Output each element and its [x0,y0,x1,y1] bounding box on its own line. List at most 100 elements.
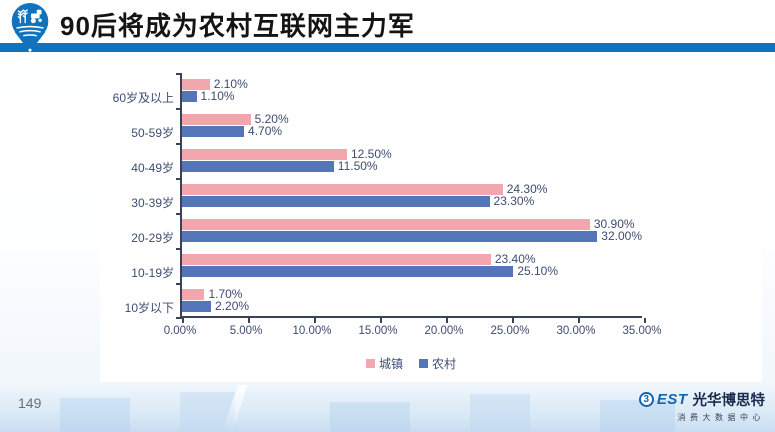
bar-line: 32.00% [182,229,642,243]
x-axis-labels: 0.00% 5.00% 10.00% 15.00% 20.00% 25.00% 30.00%… [164,325,662,341]
bar-line: 5.20% [182,112,642,126]
y-axis-tick [176,283,182,285]
value-label: 2.10% [213,77,248,91]
legend-swatch [365,359,375,368]
value-label: 2.20% [215,299,250,313]
x-axis-tick [380,318,382,323]
brand-name: 光华博思特 [692,393,766,409]
x-tick-label: 10.00% [292,325,332,337]
x-axis-tick [644,318,646,323]
agriculture-pin-icon [11,2,49,53]
bar-chart: 60岁及以上 2.10% 1.10% 50-59岁 5.20% 4.70% 40-49岁 12… [100,73,662,372]
bar-group: 40-49岁 12.50% 11.50% [131,143,642,178]
legend-item: 城镇 [365,355,403,372]
x-tick-label: 0.00% [163,325,197,337]
category-label: 50-59岁 [131,126,174,140]
chart-legend: 城镇 农村 [180,355,642,372]
bar-城镇 [182,254,491,265]
y-axis-tick [176,143,182,145]
value-label: 12.50% [351,147,392,161]
bar-城镇 [182,184,503,195]
bar-group: 20-29岁 30.90% 32.00% [131,213,642,248]
footer: 149 3 EST 光华博思特 消费大数据中心 [0,385,775,432]
category-label: 40-49岁 [131,161,174,175]
bar-line: 30.90% [182,217,642,231]
y-axis-tick [176,73,182,75]
x-axis-tick [314,318,316,323]
bar-城镇 [182,289,205,300]
bar-城镇 [182,149,347,160]
legend-swatch [419,359,428,368]
legend-label: 农村 [432,357,457,371]
bar-农村 [182,91,197,102]
value-label: 24.30% [506,182,548,196]
chart-panel: 60岁及以上 2.10% 1.10% 50-59岁 5.20% 4.70% 40-49岁 12… [100,60,762,382]
value-label: 32.00% [601,229,642,243]
bar-line: 4.70% [182,125,642,137]
header: 90后将成为农村互联网主力军 [0,0,775,43]
y-axis-tick [176,108,182,110]
x-tick-label: 35.00% [622,325,662,337]
x-tick-label: 5.00% [229,325,263,337]
bar-农村 [182,126,245,137]
value-label: 30.90% [593,217,635,231]
bar-农村 [182,301,212,312]
best-logo-text: EST [656,391,688,408]
bar-group: 60岁及以上 2.10% 1.10% [113,73,642,108]
x-axis-tick [248,318,250,323]
brand-subtitle: 消费大数据中心 [677,413,765,422]
bar-line: 23.30% [182,195,642,207]
bar-line: 1.10% [182,90,642,102]
bar-line: 1.70% [182,287,642,301]
bar-group: 10-19岁 23.40% 25.10% [131,248,642,283]
bar-农村 [182,161,334,172]
category-label: 10-19岁 [131,266,174,280]
bar-group: 30-39岁 24.30% 23.30% [131,178,642,213]
building-silhouette [470,394,530,432]
y-axis-tick [176,213,182,215]
x-axis-tick [512,318,514,323]
best-logo-circle-icon: 3 [638,392,654,407]
bar-group: 10岁以下 1.70% 2.20% [125,283,642,318]
bar-城镇 [182,219,590,230]
value-label: 23.40% [494,252,536,266]
legend-label: 城镇 [378,357,403,371]
value-label: 5.20% [254,112,289,126]
bar-group: 50-59岁 5.20% 4.70% [131,108,642,143]
bar-城镇 [182,79,210,90]
bar-line: 11.50% [182,159,642,173]
bar-农村 [182,266,514,277]
building-silhouette [330,402,410,432]
bar-line: 2.20% [182,299,642,313]
bar-城镇 [182,114,251,125]
y-axis-tick [176,317,182,319]
building-silhouette [60,398,130,432]
y-axis-tick [176,178,182,180]
bar-line: 23.40% [182,252,642,266]
building-silhouette [600,400,675,432]
x-axis-tick [182,318,184,323]
category-label: 60岁及以上 [112,91,174,105]
bar-line: 24.30% [182,182,642,196]
category-label: 30-39岁 [131,196,174,210]
value-label: 1.70% [208,287,243,301]
category-label: 10岁以下 [124,301,174,315]
page-title: 90后将成为农村互联网主力军 [60,11,415,41]
value-label: 25.10% [517,264,559,278]
x-tick-label: 30.00% [556,325,596,337]
bar-line: 2.10% [182,77,642,91]
page-number: 149 [18,395,42,411]
bar-line: 12.50% [182,147,642,161]
header-divider [0,43,775,52]
y-axis-tick [176,248,182,250]
x-tick-label: 25.00% [490,325,530,337]
x-tick-label: 15.00% [358,325,398,337]
bar-农村 [182,231,598,242]
value-label: 11.50% [337,159,378,173]
best-logo: 3 EST 光华博思特 消费大数据中心 [638,389,766,423]
x-axis-tick [578,318,580,323]
category-label: 20-29岁 [131,231,174,245]
legend-item: 农村 [419,355,456,372]
bar-农村 [182,196,490,207]
